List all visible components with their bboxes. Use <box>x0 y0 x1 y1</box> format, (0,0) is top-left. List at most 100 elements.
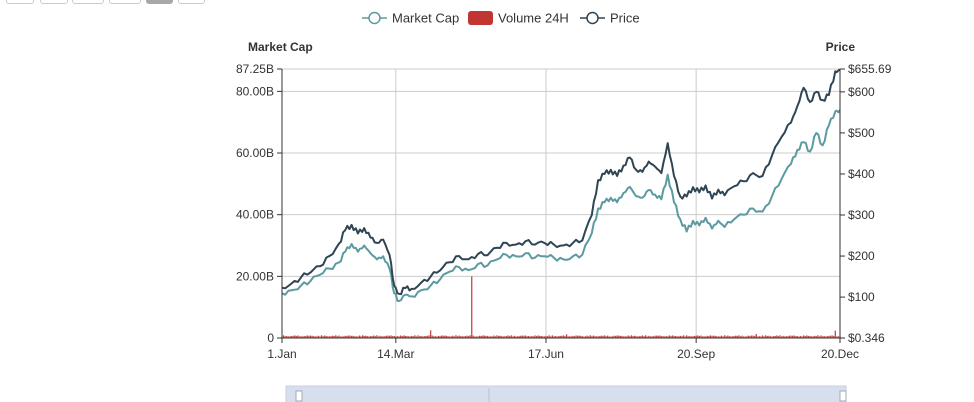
y-left-tick-label: 20.00B <box>236 269 274 283</box>
volume-bar <box>711 335 713 338</box>
volume-bar <box>806 335 808 338</box>
volume-bar <box>559 335 561 338</box>
volume-bar <box>624 336 626 338</box>
volume-bar <box>477 336 479 338</box>
volume-bar <box>651 336 653 338</box>
volume-bar <box>482 335 484 338</box>
volume-bar <box>502 336 505 338</box>
y-right-tick-label: $100 <box>848 290 875 304</box>
volume-bar <box>662 336 664 338</box>
volume-bar <box>414 335 416 338</box>
volume-bar <box>728 336 731 338</box>
volume-bar <box>621 335 623 338</box>
volume-bar <box>531 336 533 338</box>
volume-bar <box>589 335 591 338</box>
volume-bar <box>597 336 599 338</box>
x-tick-label: 14.Mar <box>377 347 414 361</box>
range-button[interactable] <box>72 0 104 4</box>
volume-bar <box>665 336 667 338</box>
volume-bar <box>739 336 742 338</box>
legend-swatch-rect <box>468 11 493 25</box>
volume-bar <box>542 336 544 338</box>
volume-bar <box>300 336 302 338</box>
volume-bar <box>689 336 691 338</box>
volume-bar <box>752 335 754 338</box>
volume-bar <box>787 336 789 338</box>
volume-bar <box>311 335 313 338</box>
y-left-tick-label: 80.00B <box>236 84 274 98</box>
volume-bar <box>750 335 753 338</box>
volume-bar <box>626 336 628 338</box>
volume-bar <box>504 336 506 338</box>
volume-bar <box>418 336 421 338</box>
volume-bar <box>684 336 686 338</box>
y-right-tick-label: $0.346 <box>848 331 885 345</box>
volume-bar <box>297 335 299 338</box>
volume-bar <box>433 336 435 338</box>
volume-bar <box>390 335 392 338</box>
volume-bar <box>385 335 388 338</box>
volume-bar <box>415 336 418 338</box>
volume-bar <box>833 335 835 338</box>
legend-swatch-circle <box>586 11 599 25</box>
volume-bar <box>483 335 486 338</box>
volume-bar <box>480 335 482 338</box>
volume-bar <box>616 335 618 338</box>
volume-bar <box>284 336 286 338</box>
legend-item[interactable]: Volume 24H <box>468 11 569 26</box>
volume-bar <box>714 335 716 338</box>
volume-bar <box>823 336 825 338</box>
volume-bar <box>439 336 441 338</box>
volume-bar <box>744 336 746 338</box>
volume-bar <box>630 335 633 338</box>
legend-item[interactable]: Market Cap <box>362 11 459 26</box>
volume-bar <box>456 336 459 338</box>
volume-bar <box>388 335 391 338</box>
volume-bar <box>444 335 446 338</box>
volume-bar <box>757 336 759 338</box>
volume-bar <box>490 336 492 338</box>
volume-bar <box>712 335 715 338</box>
volume-bar <box>352 335 354 338</box>
volume-bar <box>472 335 474 338</box>
volume-bar <box>327 336 329 338</box>
volume-bar <box>510 335 512 338</box>
volume-bar <box>328 336 331 338</box>
volume-bar <box>380 336 383 338</box>
volume-bar <box>325 336 327 338</box>
volume-bar <box>776 335 778 338</box>
volume-bar <box>784 336 786 338</box>
range-button[interactable] <box>146 0 173 4</box>
volume-bar <box>463 336 465 338</box>
volume-bar <box>447 336 449 338</box>
volume-bar <box>501 336 503 338</box>
market-cap-series-line <box>281 109 841 302</box>
volume-bar <box>485 335 487 338</box>
range-button[interactable] <box>109 0 141 4</box>
volume-bar <box>434 336 437 338</box>
zoom-handle-right[interactable] <box>839 390 847 402</box>
volume-bar <box>339 336 342 338</box>
volume-bar <box>586 335 588 338</box>
range-button[interactable] <box>6 0 34 4</box>
volume-bar <box>532 336 535 338</box>
volume-bar <box>746 336 748 338</box>
volume-bar <box>768 335 770 338</box>
volume-bar <box>595 336 598 338</box>
volume-bar <box>678 336 680 338</box>
volume-bar <box>820 335 822 338</box>
range-button[interactable] <box>40 0 68 4</box>
range-button[interactable] <box>178 0 205 4</box>
volume-bar <box>803 335 805 338</box>
volume-bar <box>793 335 795 338</box>
volume-bar <box>648 335 650 338</box>
volume-bar <box>338 335 340 338</box>
legend-item[interactable]: Price <box>580 11 640 26</box>
zoom-handle-left[interactable] <box>295 390 303 402</box>
legend-label: Price <box>610 11 640 26</box>
volume-bar <box>450 336 452 338</box>
volume-bar <box>401 335 403 338</box>
volume-bar <box>836 336 838 338</box>
